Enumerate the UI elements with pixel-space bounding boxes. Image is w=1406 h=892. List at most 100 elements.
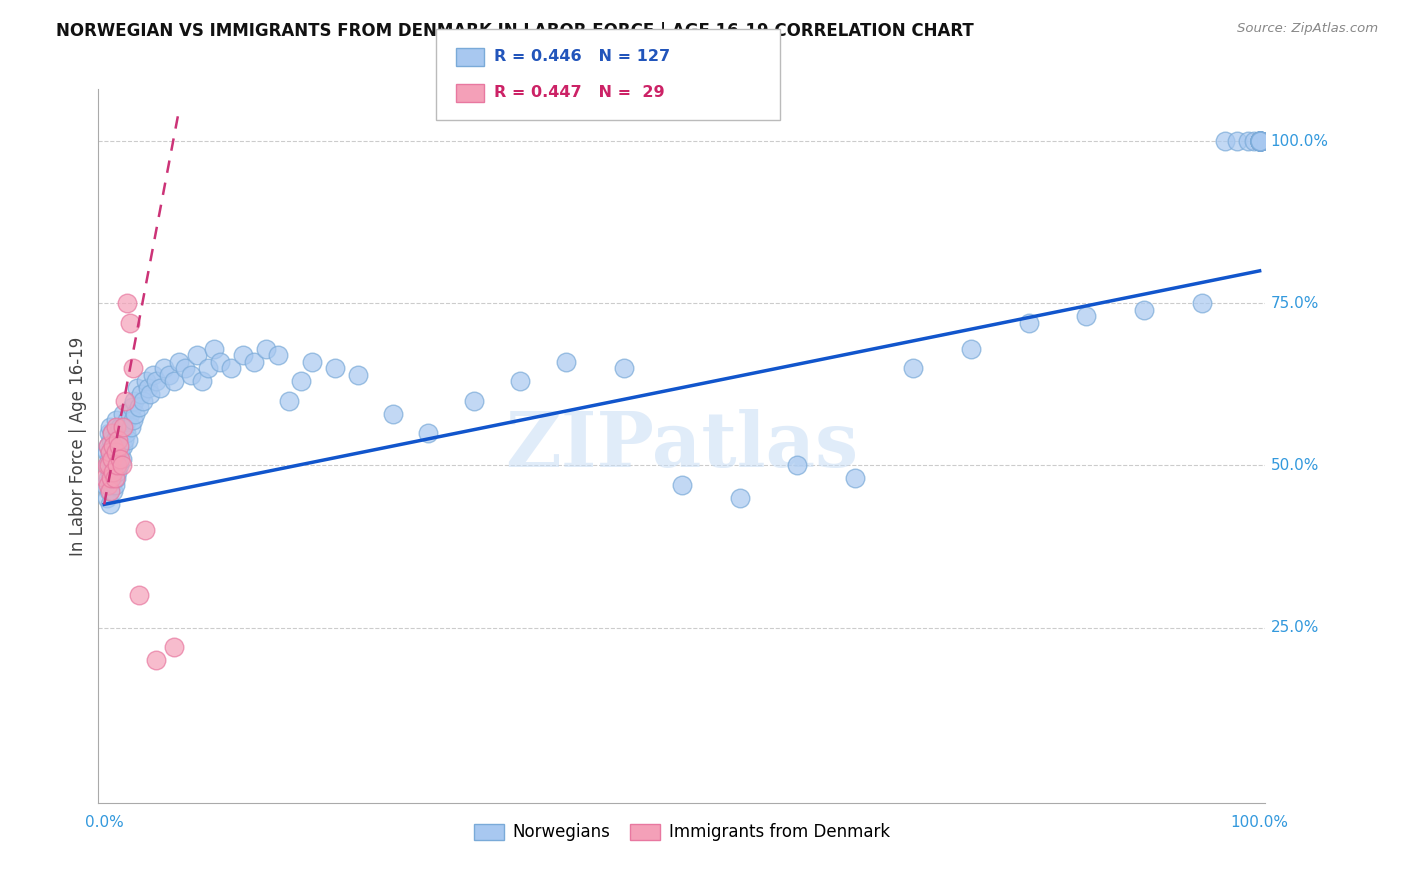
Point [323,361,346,376]
Point [509,374,531,388]
Point [104,471,127,485]
Point [301,354,323,368]
Point [97,478,120,492]
Point [1249,134,1271,148]
Point [959,342,981,356]
Point [97,439,120,453]
Point [1243,134,1265,148]
Point [221,361,243,376]
Point [1249,134,1271,148]
Point [122,393,145,408]
Point [129,387,152,401]
Point [1191,296,1213,310]
Point [202,342,225,356]
Point [197,361,219,376]
Point [266,348,288,362]
Point [1249,134,1271,148]
Point [290,374,312,388]
Point [111,407,134,421]
Point [613,361,636,376]
Point [162,374,184,388]
Legend: Norwegians, Immigrants from Denmark: Norwegians, Immigrants from Denmark [467,817,897,848]
Point [108,433,131,447]
Point [1018,316,1040,330]
Y-axis label: In Labor Force | Age 16-19: In Labor Force | Age 16-19 [69,336,87,556]
Point [382,407,405,421]
Point [1249,134,1271,148]
Point [117,296,139,310]
Point [347,368,370,382]
Point [786,458,808,473]
Point [114,419,136,434]
Point [105,465,128,479]
Point [128,588,150,602]
Point [1225,134,1247,148]
Point [96,445,118,459]
Point [118,407,141,421]
Point [97,439,120,453]
Point [134,524,156,538]
Point [103,439,125,453]
Point [1249,134,1271,148]
Point [186,348,208,362]
Point [1133,302,1156,317]
Point [98,465,121,479]
Point [135,374,157,388]
Point [1249,134,1271,148]
Point [124,407,146,421]
Point [104,452,127,467]
Point [555,354,578,368]
Point [174,361,197,376]
Point [97,458,120,473]
Point [107,425,129,440]
Point [180,368,202,382]
Point [98,445,121,459]
Text: 100.0%: 100.0% [1230,814,1289,830]
Text: R = 0.447   N =  29: R = 0.447 N = 29 [494,86,664,101]
Point [110,419,132,434]
Point [110,445,132,459]
Point [1249,134,1271,148]
Point [1249,134,1271,148]
Point [162,640,184,654]
Point [98,445,121,459]
Point [153,361,176,376]
Point [1249,134,1271,148]
Point [101,445,124,459]
Text: R = 0.446   N = 127: R = 0.446 N = 127 [494,49,669,64]
Text: 50.0%: 50.0% [1271,458,1319,473]
Point [110,458,132,473]
Point [100,452,122,467]
Point [136,381,159,395]
Text: 100.0%: 100.0% [1271,134,1329,149]
Text: NORWEGIAN VS IMMIGRANTS FROM DENMARK IN LABOR FORCE | AGE 16-19 CORRELATION CHAR: NORWEGIAN VS IMMIGRANTS FROM DENMARK IN … [56,22,974,40]
Point [1249,134,1271,148]
Point [100,433,122,447]
Point [416,425,439,440]
Point [1249,134,1271,148]
Point [110,452,132,467]
Point [97,458,120,473]
Point [278,393,301,408]
Point [100,478,122,492]
Text: 0.0%: 0.0% [84,814,124,830]
Point [117,433,139,447]
Point [1249,134,1271,148]
Point [94,471,117,485]
Point [105,439,128,453]
Point [96,491,118,505]
Point [254,342,277,356]
Point [1249,134,1271,148]
Point [100,471,122,485]
Point [108,458,131,473]
Point [121,400,143,414]
Text: 25.0%: 25.0% [1271,620,1319,635]
Point [149,381,172,395]
Point [104,445,127,459]
Point [1249,134,1271,148]
Point [112,433,135,447]
Point [96,458,118,473]
Point [103,465,125,479]
Point [111,439,134,453]
Point [120,419,142,434]
